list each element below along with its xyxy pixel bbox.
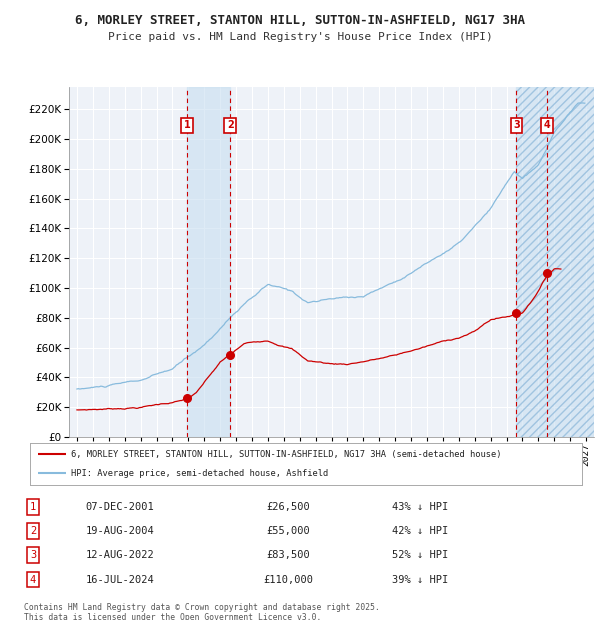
Text: 3: 3 [30, 551, 36, 560]
Text: 4: 4 [544, 120, 550, 130]
Bar [517, 87, 594, 437]
Text: 3: 3 [513, 120, 520, 130]
Text: £83,500: £83,500 [266, 551, 310, 560]
Text: 6, MORLEY STREET, STANTON HILL, SUTTON-IN-ASHFIELD, NG17 3HA (semi-detached hous: 6, MORLEY STREET, STANTON HILL, SUTTON-I… [71, 450, 502, 459]
Text: £110,000: £110,000 [263, 575, 313, 585]
Text: 12-AUG-2022: 12-AUG-2022 [86, 551, 154, 560]
Text: 52% ↓ HPI: 52% ↓ HPI [392, 551, 448, 560]
Text: 6, MORLEY STREET, STANTON HILL, SUTTON-IN-ASHFIELD, NG17 3HA: 6, MORLEY STREET, STANTON HILL, SUTTON-I… [75, 14, 525, 27]
Text: 07-DEC-2001: 07-DEC-2001 [86, 502, 154, 512]
Text: 39% ↓ HPI: 39% ↓ HPI [392, 575, 448, 585]
Text: Price paid vs. HM Land Registry's House Price Index (HPI): Price paid vs. HM Land Registry's House … [107, 32, 493, 42]
Text: £26,500: £26,500 [266, 502, 310, 512]
Text: 1: 1 [30, 502, 36, 512]
Text: 16-JUL-2024: 16-JUL-2024 [86, 575, 154, 585]
Text: Contains HM Land Registry data © Crown copyright and database right 2025.
This d: Contains HM Land Registry data © Crown c… [24, 603, 380, 620]
Text: 1: 1 [184, 120, 190, 130]
Text: 43% ↓ HPI: 43% ↓ HPI [392, 502, 448, 512]
Text: 2: 2 [227, 120, 233, 130]
Text: 42% ↓ HPI: 42% ↓ HPI [392, 526, 448, 536]
Bar [187, 87, 230, 437]
Text: HPI: Average price, semi-detached house, Ashfield: HPI: Average price, semi-detached house,… [71, 469, 329, 478]
Text: 2: 2 [30, 526, 36, 536]
Text: 4: 4 [30, 575, 36, 585]
Bar [517, 87, 594, 437]
Text: £55,000: £55,000 [266, 526, 310, 536]
Text: 19-AUG-2004: 19-AUG-2004 [86, 526, 154, 536]
